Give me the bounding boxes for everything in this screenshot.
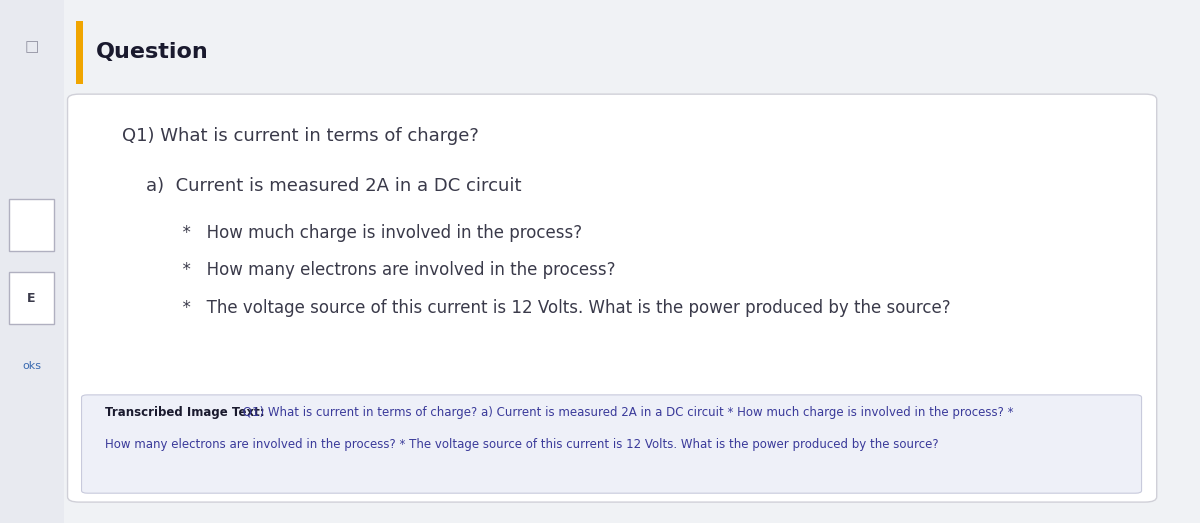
FancyBboxPatch shape [10, 199, 54, 251]
Text: How many electrons are involved in the process? * The voltage source of this cur: How many electrons are involved in the p… [104, 438, 938, 451]
Text: a)  Current is measured 2A in a DC circuit: a) Current is measured 2A in a DC circui… [145, 177, 521, 195]
Text: Transcribed Image Text:: Transcribed Image Text: [104, 406, 264, 418]
Text: Q1) What is current in terms of charge? a) Current is measured 2A in a DC circui: Q1) What is current in terms of charge? … [239, 406, 1013, 418]
Text: oks: oks [22, 361, 41, 371]
Text: E: E [28, 292, 36, 304]
Text: *   The voltage source of this current is 12 Volts. What is the power produced b: * The voltage source of this current is … [173, 299, 952, 317]
FancyBboxPatch shape [82, 395, 1141, 493]
FancyBboxPatch shape [10, 272, 54, 324]
FancyBboxPatch shape [76, 21, 83, 84]
FancyBboxPatch shape [67, 94, 1157, 502]
Text: Q1) What is current in terms of charge?: Q1) What is current in terms of charge? [122, 127, 479, 145]
Text: *   How much charge is involved in the process?: * How much charge is involved in the pro… [173, 224, 582, 242]
Text: *   How many electrons are involved in the process?: * How many electrons are involved in the… [173, 262, 616, 279]
Text: □: □ [24, 40, 38, 54]
Text: Question: Question [96, 42, 209, 62]
FancyBboxPatch shape [0, 0, 64, 523]
